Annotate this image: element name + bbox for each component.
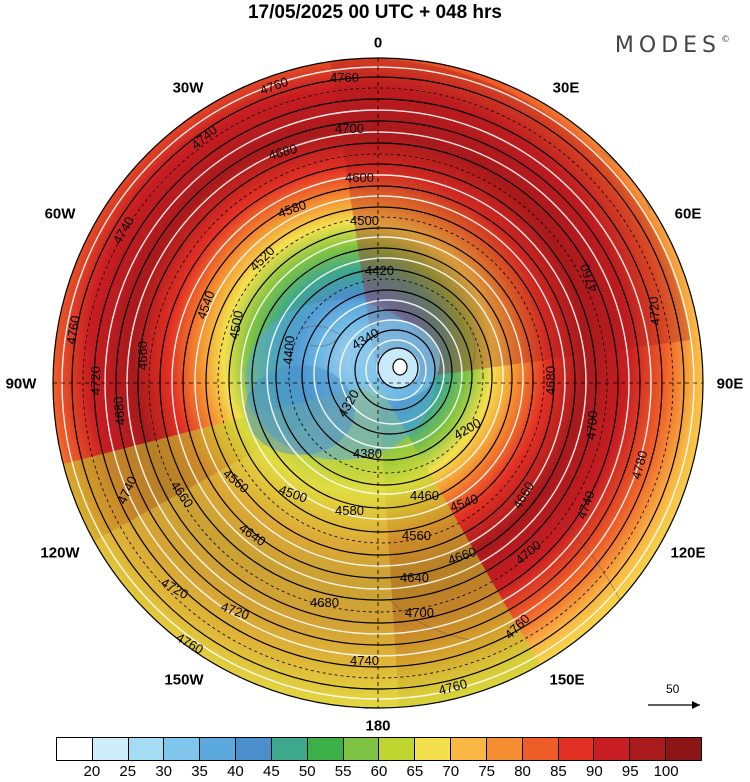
contour-label: 4640 xyxy=(400,570,429,585)
colorbar-tick-label: 70 xyxy=(442,763,460,780)
colorbar-tick-label: 45 xyxy=(262,763,280,780)
colorbar-swatch xyxy=(271,738,308,760)
colorbar-swatch xyxy=(486,738,523,760)
colorbar-tick-label: 55 xyxy=(334,763,352,780)
lon-label-150e: 150E xyxy=(549,671,585,689)
colorbar-tick-label: 90 xyxy=(585,763,603,780)
colorbar-tick-label: 85 xyxy=(550,763,567,780)
colorbar-tick-label: 50 xyxy=(298,763,316,780)
map-border xyxy=(52,57,704,709)
lon-label-60e: 60E xyxy=(674,205,702,223)
colorbar-tick-label: 75 xyxy=(478,763,495,780)
modes-logo: MODES© xyxy=(615,33,730,58)
colorbar-swatch xyxy=(415,738,452,760)
vector-scale-arrow xyxy=(648,701,700,709)
lon-label-120w: 120W xyxy=(40,544,80,562)
colorbar-swatch xyxy=(128,738,165,760)
lon-label-30e: 30E xyxy=(552,79,580,97)
contour-label: 4580 xyxy=(335,503,364,518)
contour-label: 4680 xyxy=(543,366,558,395)
colorbar-swatch xyxy=(57,738,93,760)
contour-label: 4400 xyxy=(280,335,297,365)
colorbar-swatch xyxy=(92,738,129,760)
contour-label: 4420 xyxy=(365,263,394,278)
lon-label-150w: 150W xyxy=(164,671,204,689)
contour-label: 4560 xyxy=(402,528,431,543)
colorbar xyxy=(56,737,702,761)
lon-label-0: 0 xyxy=(373,34,383,52)
colorbar-tick-label: 65 xyxy=(406,763,424,780)
contour-label: 4740 xyxy=(350,653,379,668)
contour-label: 4380 xyxy=(353,446,382,461)
colorbar-swatch xyxy=(379,738,416,760)
contour-label: 4680 xyxy=(310,595,339,610)
colorbar-tick-label: 20 xyxy=(83,763,101,780)
colorbar-tick-label: 95 xyxy=(621,763,639,780)
contour-label: 4700 xyxy=(405,605,434,620)
contour-label: 4760 xyxy=(330,70,359,85)
lon-label-120e: 120E xyxy=(670,544,706,562)
copyright-mark: © xyxy=(721,35,730,45)
colorbar-swatch xyxy=(200,738,237,760)
map-title: 17/05/2025 00 UTC + 048 hrs xyxy=(247,2,503,23)
colorbar-swatch xyxy=(558,738,595,760)
colorbar-tick-label: 40 xyxy=(227,763,244,780)
colorbar-swatch xyxy=(522,738,559,760)
contour-label: 4500 xyxy=(350,213,379,228)
colorbar-tick-label: 35 xyxy=(191,763,208,780)
colorbar-swatch xyxy=(594,738,631,760)
vector-scale-label: 50 xyxy=(666,682,680,696)
colorbar-swatch xyxy=(236,738,272,760)
colorbar-tick-label: 100 xyxy=(653,763,679,780)
colorbar-swatch xyxy=(164,738,201,760)
lon-label-60w: 60W xyxy=(44,205,76,223)
colorbar-ticks: 20 25 30 35 40 45 50 55 60 65 70 75 80 85 90 95 100 xyxy=(56,763,702,781)
lon-label-30w: 30W xyxy=(172,79,204,97)
contour-label: 4460 xyxy=(410,488,439,503)
contour-label: 4680 xyxy=(267,141,299,163)
contour-label: 4760 xyxy=(437,676,469,698)
colorbar-swatch xyxy=(666,738,701,760)
contour-label: 4700 xyxy=(583,410,600,440)
colorbar-swatch xyxy=(307,738,344,760)
brand-name: MODES xyxy=(614,33,721,58)
contour-label: 4760 xyxy=(63,314,83,345)
contour-label: 4720 xyxy=(646,296,663,326)
contour-label: 4500 xyxy=(226,309,246,340)
colorbar-tick-label: 25 xyxy=(119,763,137,780)
contour-label: 4720 xyxy=(88,366,103,395)
contour-label: 4780 xyxy=(628,449,650,481)
contour-label: 4700 xyxy=(335,121,364,136)
lon-label-90w: 90W xyxy=(5,375,37,393)
lon-label-90e: 90E xyxy=(716,375,744,393)
contour-label: 4680 xyxy=(111,396,128,426)
colorbar-swatch xyxy=(451,738,487,760)
colorbar-tick-label: 30 xyxy=(155,763,172,780)
colorbar-tick-label: 60 xyxy=(370,763,388,780)
colorbar-swatch xyxy=(630,738,667,760)
low-pressure-center xyxy=(392,358,408,376)
lon-label-180: 180 xyxy=(365,717,391,735)
contour-label: 4660 xyxy=(135,341,150,370)
colorbar-tick-label: 80 xyxy=(514,763,531,780)
contour-label: 4600 xyxy=(345,170,374,185)
colorbar-swatch xyxy=(343,738,380,760)
